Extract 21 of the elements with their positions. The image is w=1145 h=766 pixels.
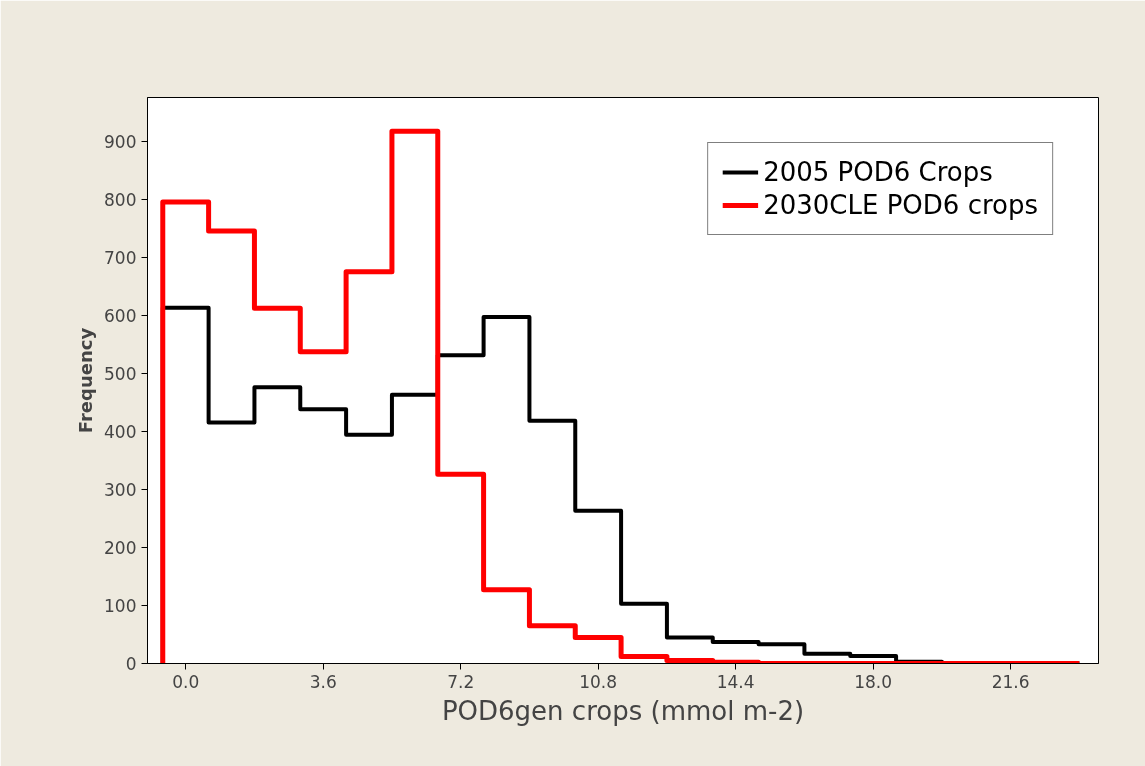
y-tick-label: 100	[104, 595, 137, 616]
x-tick-label: 18.0	[854, 671, 893, 692]
x-tick-label: 7.2	[447, 671, 475, 692]
y-tick-label: 400	[104, 421, 137, 442]
y-tick-label: 600	[104, 305, 137, 326]
y-tick-label: 0	[125, 654, 137, 674]
x-tick-label: 10.8	[579, 671, 618, 692]
x-tick-label: 21.6	[991, 671, 1030, 692]
x-tick-label: 3.6	[309, 671, 337, 692]
legend-label: 2030CLE POD6 crops	[763, 190, 1038, 220]
y-tick-label: 500	[104, 363, 137, 384]
x-axis-title: POD6gen crops (mmol m-2)	[441, 695, 805, 726]
y-tick-label: 700	[104, 247, 137, 268]
y-tick-label: 200	[104, 537, 137, 558]
x-tick-label: 0.0	[172, 671, 200, 692]
y-tick-label: 800	[104, 189, 137, 210]
y-tick-label: 300	[104, 479, 137, 500]
x-tick-label: 14.4	[716, 671, 755, 692]
y-tick-label: 900	[104, 131, 137, 152]
legend-label: 2005 POD6 Crops	[763, 157, 993, 187]
y-axis-title: Frequency	[75, 327, 97, 434]
